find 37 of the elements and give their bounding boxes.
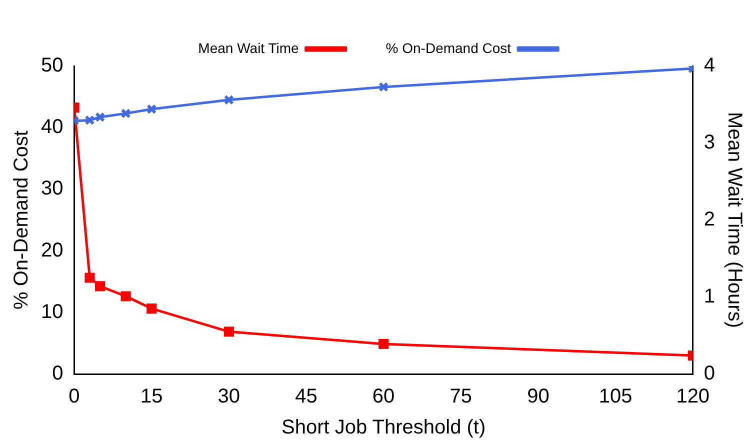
- point: [94, 112, 106, 122]
- x-tick-label: 45: [295, 386, 318, 408]
- y-tick-label: 10: [40, 300, 64, 323]
- x-tick-label: 15: [140, 386, 163, 408]
- y2-tick-label: 3: [704, 132, 715, 154]
- x-tick-label: 75: [450, 386, 472, 408]
- point: [146, 104, 157, 114]
- x-tick-label: 30: [218, 386, 240, 408]
- point: [84, 115, 95, 126]
- x-tick-label: 90: [527, 386, 550, 408]
- x-tick-label: 120: [676, 386, 710, 408]
- point: [146, 304, 157, 314]
- point: [378, 82, 389, 92]
- point: [120, 108, 131, 118]
- y2-tick-label: 4: [704, 54, 715, 77]
- x-tick-label: 60: [372, 386, 395, 408]
- y-tick-label: 0: [52, 362, 64, 385]
- point: [94, 281, 106, 292]
- y-axis-title: % On-Demand Cost: [10, 130, 33, 310]
- y2-axis-title: Mean Wait Time (Hours): [723, 112, 746, 328]
- point: [224, 94, 234, 105]
- y-tick-label: 20: [40, 239, 64, 262]
- point: [378, 338, 389, 350]
- legend-label: Mean Wait Time: [198, 40, 300, 56]
- x-tick-label: 105: [598, 386, 632, 408]
- y2-tick-label: 1: [704, 286, 715, 308]
- y-tick-label: 30: [40, 178, 64, 200]
- point: [120, 291, 131, 302]
- point: [84, 272, 95, 283]
- legend-label: % On-Demand Cost: [386, 40, 512, 56]
- point: [224, 326, 234, 337]
- y-tick-label: 50: [40, 54, 64, 77]
- y-tick-label: 40: [40, 116, 64, 138]
- x-tick-label: 0: [68, 386, 80, 408]
- y2-tick-label: 2: [704, 208, 715, 231]
- y2-tick-label: 0: [704, 362, 715, 385]
- x-axis-title: Short Job Threshold (t): [281, 416, 486, 439]
